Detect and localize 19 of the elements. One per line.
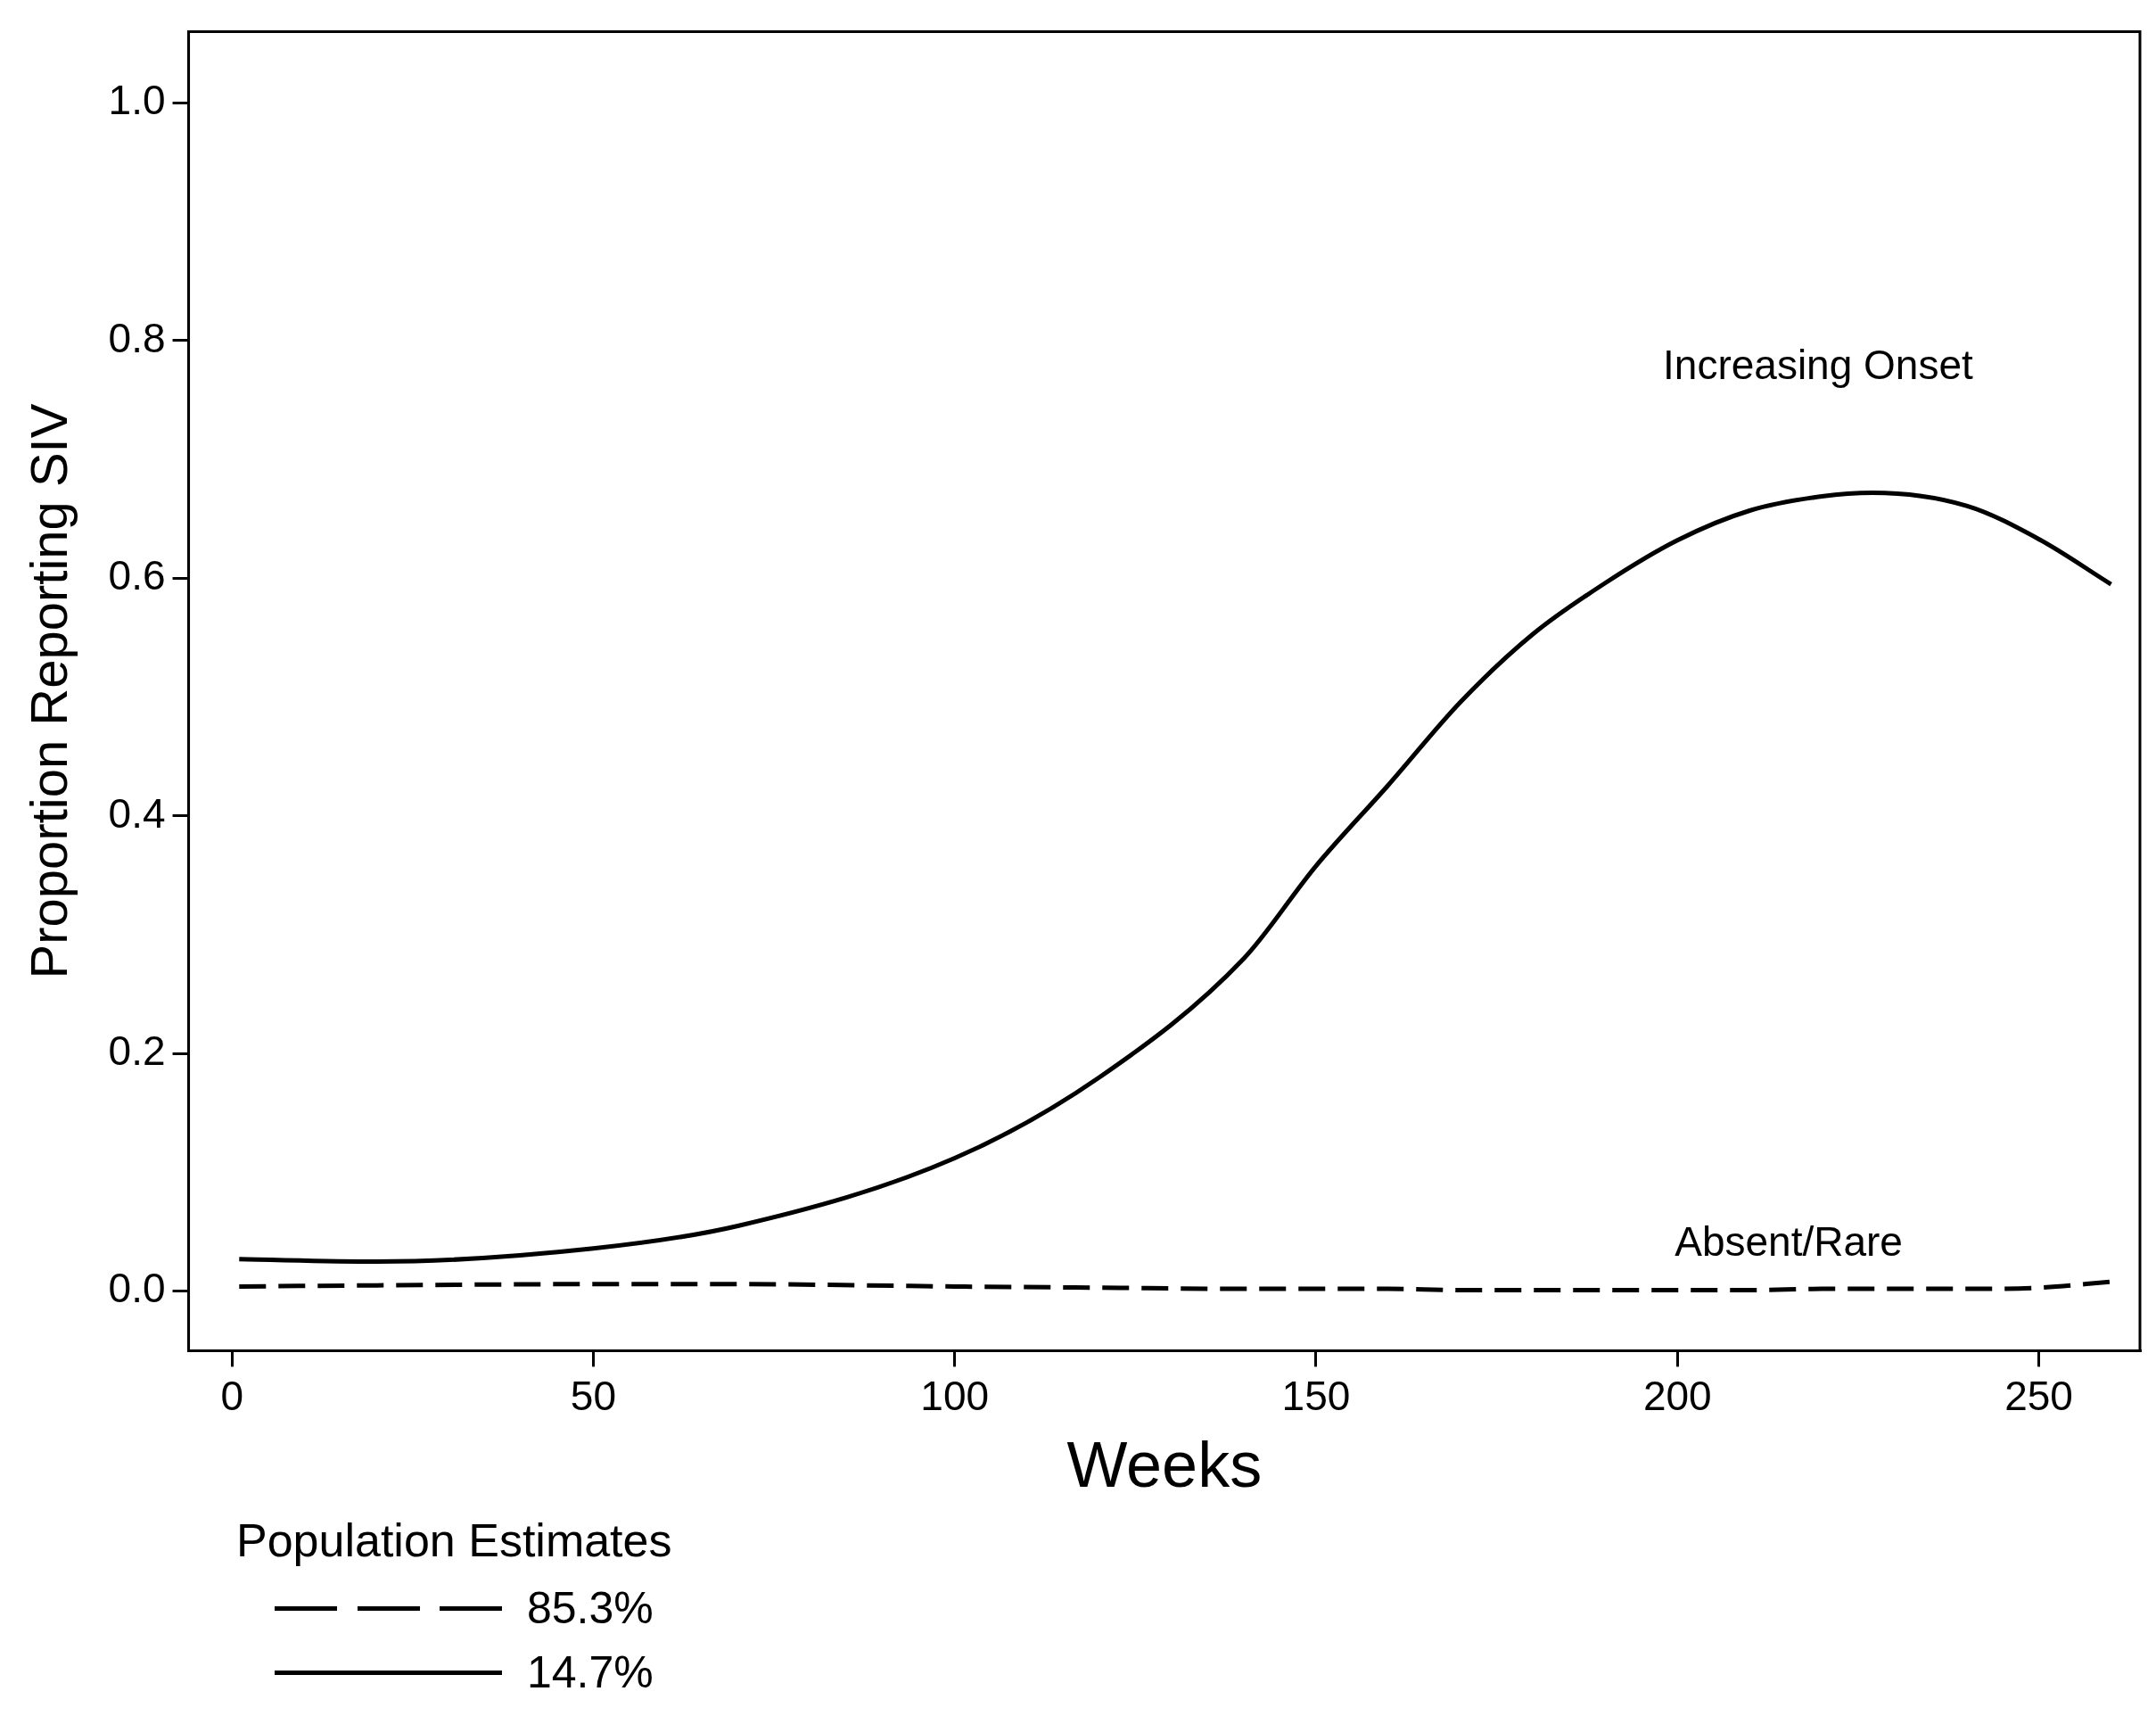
- y-tick-label: 0.4: [108, 789, 166, 837]
- x-tick-label: 100: [920, 1372, 990, 1419]
- annotation: Absent/Rare: [1675, 1217, 1903, 1265]
- y-axis-title: Proportion Reporting SIV: [19, 403, 78, 979]
- x-tick-label: 50: [570, 1372, 617, 1419]
- legend-title: Population Estimates: [236, 1514, 672, 1568]
- y-tick-label: 0.2: [108, 1027, 166, 1075]
- annotation: Increasing Onset: [1663, 341, 1973, 388]
- y-tick-label: 0.0: [108, 1265, 166, 1312]
- x-tick-label: 150: [1281, 1372, 1351, 1419]
- y-tick-label: 0.6: [108, 552, 166, 599]
- x-axis-title: Weeks: [1066, 1428, 1263, 1500]
- y-tick-label: 0.8: [108, 314, 166, 361]
- legend-label: 85.3%: [527, 1582, 654, 1634]
- x-tick-label: 250: [2004, 1372, 2073, 1419]
- legend-label: 14.7%: [527, 1646, 654, 1698]
- x-tick-label: 200: [1642, 1372, 1712, 1419]
- x-tick-label: 0: [220, 1372, 243, 1419]
- y-tick-label: 1.0: [108, 77, 166, 124]
